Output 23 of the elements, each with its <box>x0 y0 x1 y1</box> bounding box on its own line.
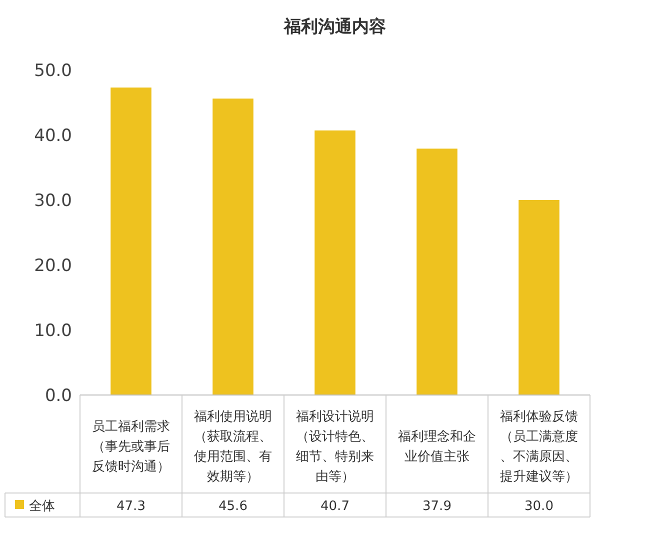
bar <box>518 200 560 395</box>
y-tick-label: 20.0 <box>34 256 72 276</box>
data-label: 40.7 <box>320 499 350 514</box>
bar <box>212 98 254 395</box>
data-label: 37.9 <box>422 499 452 514</box>
x-tick-label: 福利理念和企业价值主张 <box>398 430 476 464</box>
legend-label: 全体 <box>29 499 55 514</box>
chart-title: 福利沟通内容 <box>283 17 386 37</box>
y-tick-label: 30.0 <box>34 191 72 211</box>
x-tick-label: 福利体验反馈（员工满意度、不满原因、提升建议等） <box>500 410 578 484</box>
bar <box>314 130 356 395</box>
y-tick-label: 0.0 <box>44 386 72 406</box>
data-label: 47.3 <box>116 499 146 514</box>
y-tick-label: 40.0 <box>34 126 72 146</box>
x-tick-label: 福利设计说明（设计特色、细节、特别来由等） <box>296 410 374 484</box>
bar <box>416 148 458 395</box>
y-tick-label: 10.0 <box>34 321 72 341</box>
x-tick-label: 员工福利需求（事先或事后反馈时沟通） <box>92 420 170 474</box>
x-tick-label: 福利使用说明（获取流程、使用范围、有效期等） <box>194 410 272 484</box>
y-tick-label: 50.0 <box>34 61 72 81</box>
data-label: 45.6 <box>218 499 248 514</box>
bar <box>110 88 152 395</box>
data-label: 30.0 <box>524 499 554 514</box>
